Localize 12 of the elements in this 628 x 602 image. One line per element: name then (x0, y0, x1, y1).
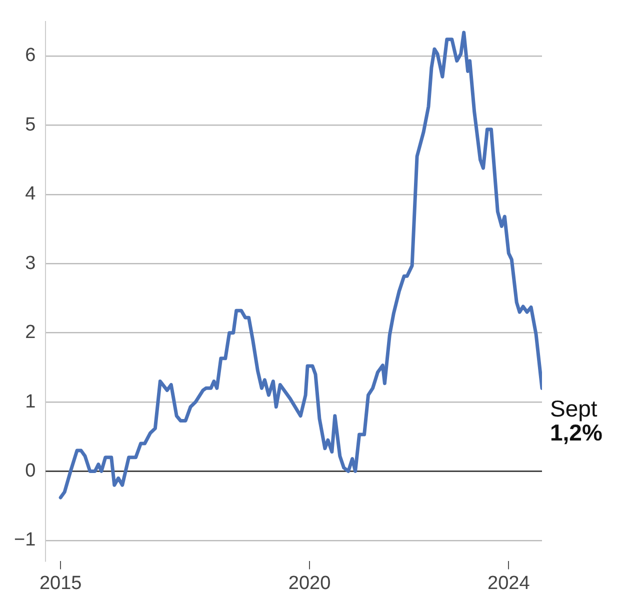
x-tick-label: 2020 (288, 572, 331, 594)
y-tick-label: −1 (14, 530, 36, 551)
x-tick-label: 2024 (488, 572, 530, 594)
annotation: Sept (550, 396, 598, 422)
y-tick-label: 2 (25, 322, 36, 344)
y-tick-label: 0 (25, 460, 36, 482)
y-tick-label: 1 (25, 391, 36, 412)
y-tick-label: 6 (25, 45, 36, 66)
y-tick-label: 4 (25, 184, 36, 205)
y-tick-label: 3 (25, 252, 36, 274)
x-tick-label: 2015 (39, 572, 82, 594)
y-tick-label: 5 (25, 114, 36, 136)
